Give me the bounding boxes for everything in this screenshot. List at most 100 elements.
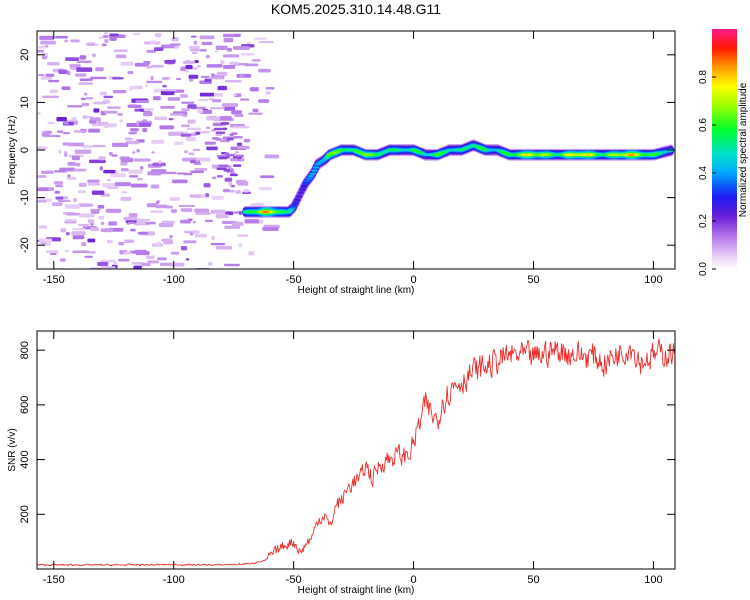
- noise-speckle: [230, 184, 236, 188]
- noise-speckle: [191, 51, 198, 55]
- noise-speckle: [228, 182, 233, 186]
- noise-speckle: [67, 105, 83, 108]
- noise-speckle: [185, 258, 190, 261]
- noise-speckle: [260, 175, 275, 179]
- noise-speckle: [73, 130, 86, 133]
- noise-speckle: [206, 64, 223, 68]
- noise-speckle: [147, 260, 159, 264]
- noise-speckle: [236, 145, 250, 150]
- colorbar: 0.0 0.2 0.4 0.6 0.8 Normalized spectral ampl…: [698, 29, 749, 276]
- noise-speckle: [117, 258, 130, 262]
- noise-speckle: [188, 152, 195, 156]
- y-tick-label: 0: [19, 147, 31, 153]
- noise-speckle: [57, 199, 71, 202]
- noise-speckle: [99, 91, 107, 96]
- noise-speckle: [152, 162, 166, 167]
- noise-speckle: [232, 93, 237, 97]
- noise-speckle: [58, 149, 62, 154]
- noise-speckle: [188, 74, 199, 79]
- noise-speckle: [118, 241, 125, 246]
- noise-speckle: [101, 259, 116, 263]
- noise-speckle: [123, 251, 132, 255]
- noise-speckle: [180, 66, 186, 72]
- noise-speckle: [75, 162, 81, 167]
- noise-speckle: [93, 101, 108, 105]
- track-cell: [293, 198, 301, 202]
- noise-speckle: [74, 149, 92, 154]
- noise-speckle: [37, 112, 41, 115]
- noise-speckle: [65, 232, 70, 236]
- noise-speckle: [169, 262, 185, 267]
- noise-speckle: [223, 33, 235, 38]
- noise-speckle: [76, 60, 92, 63]
- noise-speckle: [161, 44, 175, 49]
- noise-speckle: [212, 195, 224, 200]
- noise-speckle: [189, 194, 201, 198]
- noise-speckle: [120, 161, 128, 166]
- noise-speckle: [170, 251, 180, 255]
- track-cell: [299, 188, 306, 191]
- noise-speckle: [206, 146, 218, 151]
- y-tick-label: -10: [19, 190, 31, 206]
- noise-speckle: [48, 79, 60, 83]
- noise-speckle: [45, 73, 55, 77]
- noise-speckle: [39, 35, 55, 40]
- noise-speckle: [215, 245, 232, 250]
- noise-speckle: [235, 151, 239, 154]
- noise-speckle: [89, 120, 97, 124]
- noise-speckle: [53, 181, 63, 185]
- noise-speckle: [225, 80, 242, 83]
- y-tick-label: 600: [19, 396, 31, 414]
- noise-speckle: [54, 35, 68, 39]
- noise-speckle: [99, 166, 103, 171]
- noise-speckle: [222, 64, 236, 69]
- noise-speckle: [120, 61, 134, 66]
- x-tick-label: 0: [411, 574, 417, 586]
- noise-speckle: [222, 127, 228, 131]
- noise-speckle: [213, 127, 223, 131]
- track-cell: [307, 175, 315, 178]
- track-layer: [242, 144, 675, 213]
- noise-speckle: [137, 232, 149, 235]
- noise-speckle: [205, 126, 211, 129]
- noise-speckle: [81, 103, 90, 107]
- noise-speckle: [97, 261, 109, 267]
- noise-speckle: [219, 60, 225, 65]
- noise-speckle: [150, 210, 164, 213]
- noise-speckle: [84, 255, 93, 258]
- noise-speckle: [162, 84, 167, 88]
- noise-speckle: [55, 184, 64, 188]
- noise-speckle: [72, 235, 85, 240]
- noise-speckle: [123, 216, 138, 221]
- noise-speckle: [216, 175, 223, 178]
- noise-speckle: [194, 60, 199, 63]
- noise-speckle: [106, 240, 113, 244]
- noise-speckle: [80, 97, 86, 101]
- noise-speckle: [216, 71, 228, 76]
- noise-speckle: [217, 85, 227, 91]
- noise-speckle: [249, 87, 259, 92]
- noise-speckle: [106, 178, 111, 182]
- noise-speckle: [225, 154, 235, 157]
- noise-speckle: [81, 145, 92, 149]
- noise-speckle: [101, 43, 107, 47]
- noise-speckle: [120, 157, 134, 163]
- track-cell: [302, 182, 310, 185]
- noise-speckle: [168, 131, 185, 136]
- track-cell: [290, 206, 298, 209]
- noise-speckle: [232, 126, 250, 129]
- noise-speckle: [108, 151, 113, 156]
- noise-speckle: [189, 49, 201, 52]
- noise-speckle: [161, 89, 176, 92]
- track-cell: [295, 195, 303, 198]
- noise-speckle: [149, 40, 156, 44]
- track-cell: [311, 169, 318, 172]
- noise-speckle: [211, 235, 215, 241]
- colorbar-tick-label: 0.8: [698, 70, 709, 84]
- noise-speckle: [73, 198, 77, 202]
- noise-speckle: [264, 154, 280, 159]
- noise-speckle: [169, 197, 181, 201]
- noise-speckle: [201, 41, 213, 46]
- noise-speckle: [60, 258, 66, 262]
- snr-series-line: [37, 338, 675, 567]
